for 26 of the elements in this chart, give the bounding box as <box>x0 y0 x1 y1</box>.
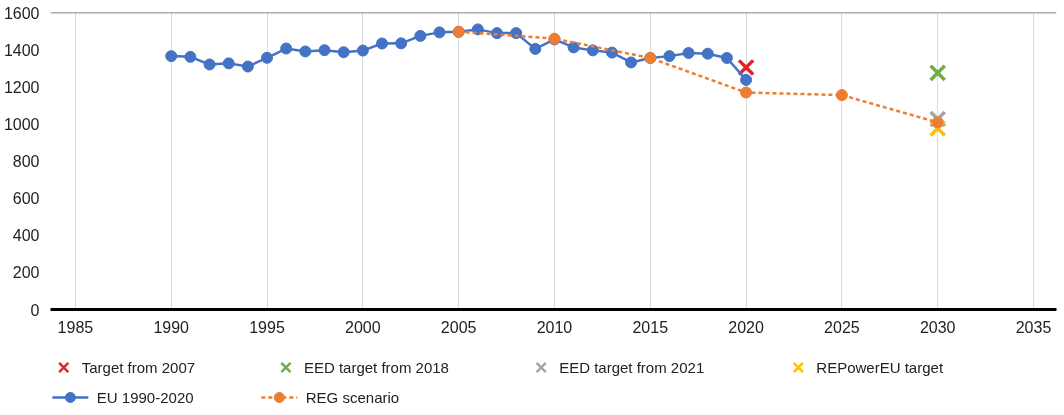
y-tick-label: 400 <box>12 227 40 245</box>
x-tick-label: 2035 <box>1015 318 1052 336</box>
legend-label: Target from 2007 <box>81 359 196 376</box>
x-tick-label: 2030 <box>919 318 956 336</box>
y-tick-label: 1200 <box>3 78 40 96</box>
x-tick-label: 2010 <box>536 318 573 336</box>
legend-label: REG scenario <box>305 389 400 406</box>
x-tick-label: 2020 <box>728 318 764 336</box>
legend-label: EED target from 2021 <box>559 359 705 376</box>
y-tick-label: 200 <box>12 264 40 282</box>
legend-label: EED target from 2018 <box>303 359 449 376</box>
y-tick-label: 0 <box>30 301 40 319</box>
y-tick-label: 600 <box>12 190 40 208</box>
legend-label: EU 1990-2020 <box>96 389 194 406</box>
x-tick-label: 1990 <box>153 318 190 336</box>
y-tick-label: 800 <box>12 153 40 170</box>
x-tick-label: 2005 <box>440 318 477 336</box>
y-tick-label: 1000 <box>3 115 40 133</box>
x-tick-label: 2015 <box>632 318 669 336</box>
x-tick-label: 2000 <box>345 318 381 336</box>
y-tick-label: 1400 <box>3 41 40 59</box>
x-tick-label: 2025 <box>824 318 860 336</box>
x-tick-label: 1985 <box>57 318 94 336</box>
x-tick-label: 1995 <box>249 318 285 336</box>
legend-label: REPowerEU target <box>816 359 944 376</box>
y-tick-label: 1600 <box>3 4 40 22</box>
